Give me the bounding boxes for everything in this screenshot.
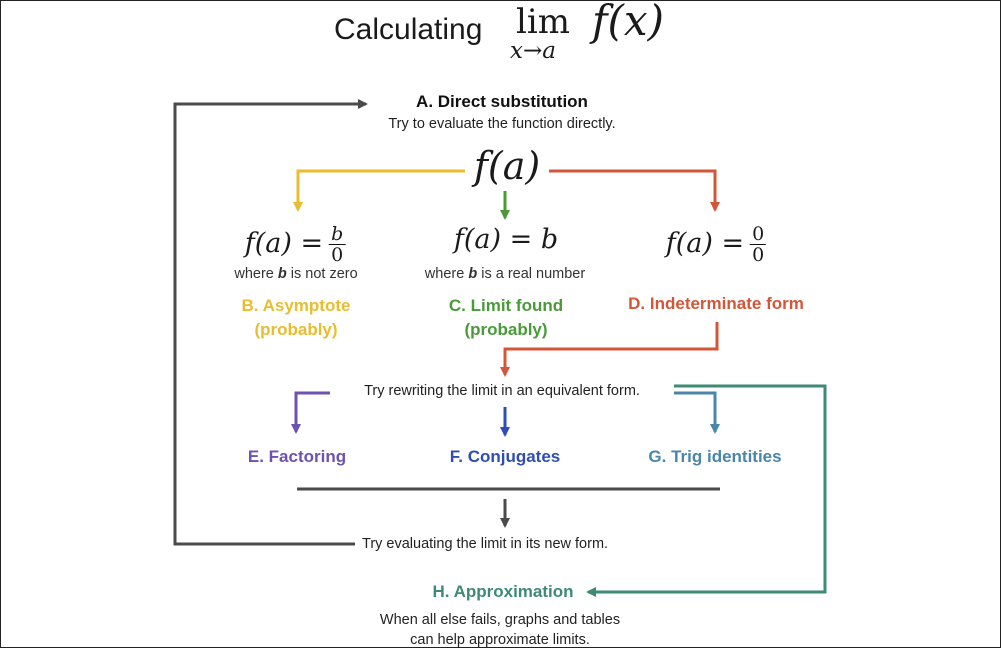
evaluate-instruction: Try evaluating the limit in its new form…	[362, 536, 609, 552]
case-asymptote-note: where b is not zero	[234, 266, 357, 282]
note-text: where	[424, 266, 469, 282]
asymptote-label-line2: (probably)	[254, 320, 338, 339]
approximation-desc-line2: can help approximate limits.	[410, 632, 590, 648]
title-lim: lim	[516, 2, 570, 42]
case-indeterminate-expression: f(a) = 0 0	[665, 223, 767, 266]
method-trig-identities: G. Trig identities	[648, 447, 782, 466]
note-variable: b	[468, 266, 478, 282]
case-indeterminate-lhs: f(a) =	[665, 228, 745, 259]
asymptote-label-line1: B. Asymptote	[241, 296, 351, 315]
note-variable: b	[277, 266, 287, 282]
limit-found-label: C. Limit found (probably)	[449, 294, 563, 342]
case-limit-found-expression: f(a) = b	[453, 224, 559, 255]
limit-found-label-line2: (probably)	[464, 320, 548, 339]
loop-back-arrow	[173, 99, 368, 546]
fraction-numerator: 0	[750, 223, 767, 245]
f-of-a-expression: f(a)	[473, 144, 541, 188]
title-subscript: x→a	[510, 38, 556, 64]
title-function: f(x)	[592, 0, 665, 45]
arrow-rewrite-to-factoring	[291, 391, 330, 434]
note-text: is a real number	[477, 266, 586, 282]
case-limit-found-note: where b is a real number	[425, 266, 585, 282]
indeterminate-label: D. Indeterminate form	[628, 294, 804, 313]
fraction-numerator: b	[329, 223, 346, 245]
note-text: where	[234, 266, 278, 282]
branch-arrow-indeterminate	[549, 169, 720, 212]
arrow-rewrite-to-trig	[674, 391, 720, 434]
method-factoring: E. Factoring	[247, 447, 347, 466]
arrow-indeterminate-to-rewrite	[500, 322, 719, 377]
note-text: is not zero	[286, 266, 358, 282]
direct-substitution-desc: Try to evaluate the function directly.	[388, 116, 616, 132]
approximation-label: H. Approximation	[432, 582, 574, 601]
limit-found-label-line1: C. Limit found	[448, 296, 564, 315]
title-prefix: Calculating	[334, 13, 483, 46]
case-asymptote-lhs: f(a) =	[244, 228, 324, 259]
rewrite-instruction: Try rewriting the limit in an equivalent…	[364, 383, 640, 399]
fraction-denominator: 0	[752, 244, 765, 266]
direct-substitution-label: A. Direct substitution	[416, 92, 588, 111]
fraction-denominator: 0	[331, 244, 344, 266]
case-asymptote-expression: f(a) = b 0	[245, 224, 346, 265]
approximation-desc-line1: When all else fails, graphs and tables	[379, 612, 621, 628]
arrow-rewrite-to-approximation	[586, 384, 827, 597]
approximation-desc: When all else fails, graphs and tables c…	[380, 610, 620, 650]
branch-arrow-asymptote	[293, 169, 465, 212]
method-conjugates: F. Conjugates	[449, 447, 561, 466]
asymptote-label: B. Asymptote (probably)	[242, 294, 351, 342]
